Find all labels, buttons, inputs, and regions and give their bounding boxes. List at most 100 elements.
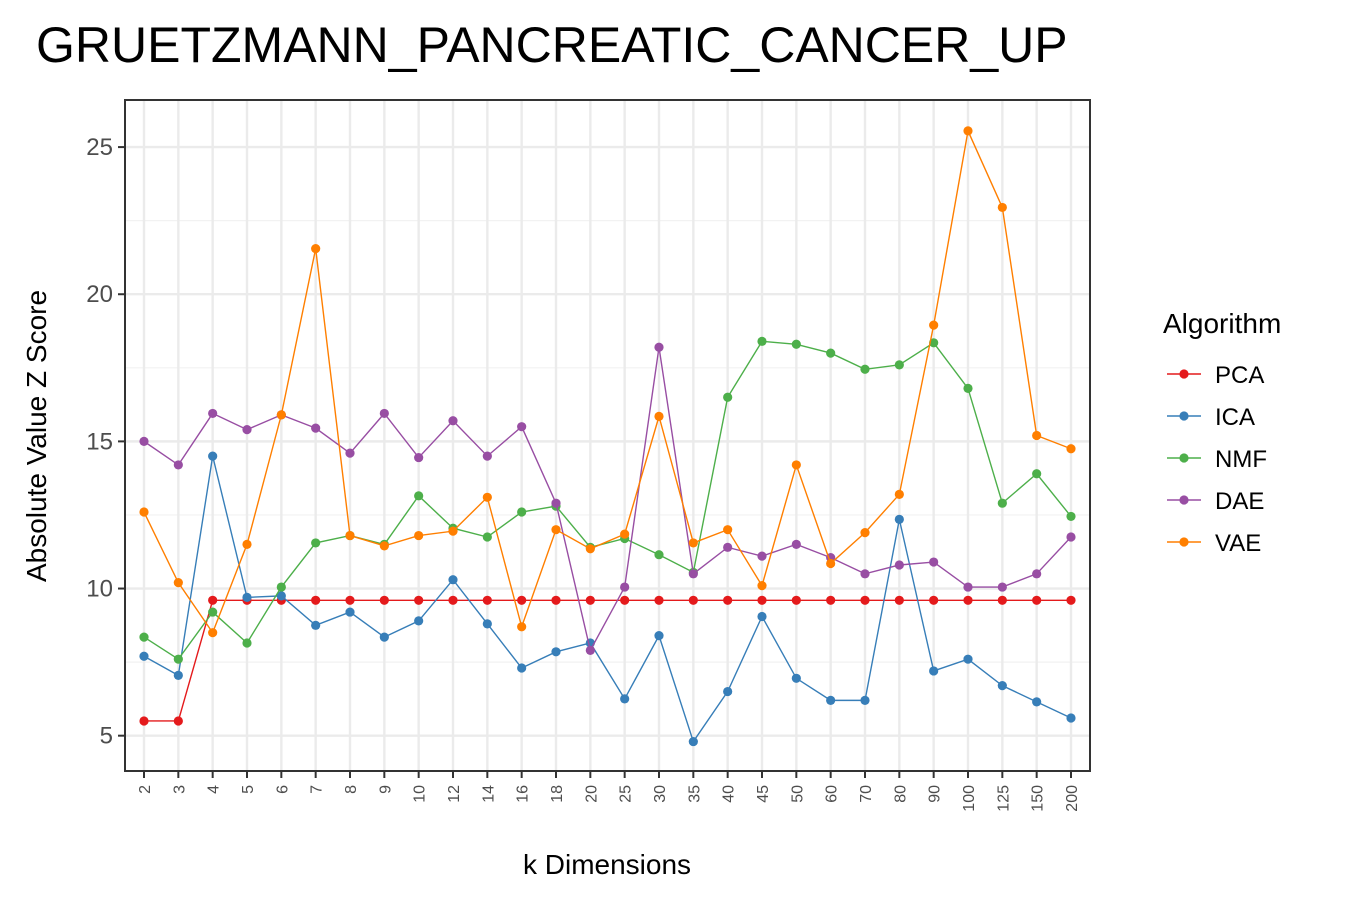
- y-axis-title: Absolute Value Z Score: [21, 290, 52, 582]
- data-point-nmf: [139, 632, 149, 642]
- data-point-nmf: [1066, 511, 1076, 522]
- y-axis: 5 10 15 20 25: [86, 134, 125, 750]
- plot-panel-border: [124, 99, 1091, 772]
- data-point-dae: [517, 422, 527, 432]
- data-point-pca: [757, 595, 767, 605]
- data-point-ica: [620, 694, 630, 704]
- data-point-dae: [929, 557, 939, 567]
- data-point-dae: [482, 451, 492, 461]
- data-point-pca: [826, 595, 836, 605]
- series-dae: [139, 342, 1076, 655]
- data-point-nmf: [311, 538, 321, 548]
- data-point-vae: [345, 530, 355, 541]
- legend-label: VAE: [1215, 530, 1261, 557]
- data-point-dae: [414, 452, 424, 463]
- data-point-nmf: [860, 364, 870, 374]
- data-point-dae: [345, 448, 355, 458]
- data-point-ica: [688, 736, 698, 747]
- data-point-pca: [963, 595, 973, 605]
- data-point-vae: [242, 539, 252, 549]
- data-point-dae: [173, 460, 183, 470]
- data-point-nmf: [723, 392, 733, 402]
- data-point-ica: [482, 619, 492, 629]
- x-tick-label: 60: [824, 785, 841, 803]
- data-point-nmf: [929, 338, 939, 348]
- data-point-pca: [791, 595, 801, 605]
- x-tick-label: 70: [858, 785, 875, 803]
- x-tick-label: 50: [789, 785, 806, 803]
- data-point-vae: [551, 525, 561, 535]
- data-point-vae: [963, 126, 973, 136]
- legend-item-pca: PCA: [1167, 362, 1264, 389]
- x-tick-label: 100: [961, 785, 978, 812]
- data-point-ica: [139, 651, 149, 661]
- data-point-nmf: [173, 654, 183, 664]
- data-point-vae: [414, 530, 424, 541]
- data-point-vae: [620, 529, 630, 539]
- data-point-ica: [757, 611, 767, 622]
- data-point-nmf: [208, 607, 218, 617]
- data-point-ica: [963, 654, 973, 664]
- data-point-pca: [1032, 595, 1042, 605]
- data-point-ica: [311, 620, 321, 630]
- x-tick-label: 40: [721, 785, 738, 803]
- x-tick-label: 9: [377, 785, 394, 794]
- data-point-vae: [860, 528, 870, 538]
- data-point-nmf: [276, 582, 286, 592]
- data-point-dae: [448, 416, 458, 426]
- data-point-dae: [757, 551, 767, 561]
- data-point-pca: [139, 716, 149, 726]
- data-point-dae: [688, 569, 698, 579]
- y-tick-label: 25: [86, 134, 113, 161]
- data-point-dae: [997, 582, 1007, 592]
- data-point-vae: [517, 622, 527, 632]
- x-tick-label: 3: [171, 785, 188, 794]
- x-axis: 2 3 4 5 6 7 8 9 10 12 14 16 18 20 25 30 35 40 45 50 60 70 80 90…: [137, 771, 1081, 812]
- x-tick-label: 35: [686, 785, 703, 803]
- data-point-pca: [620, 595, 630, 605]
- x-tick-label: 20: [583, 785, 600, 803]
- data-point-ica: [242, 592, 252, 602]
- data-point-vae: [997, 202, 1007, 213]
- data-point-nmf: [482, 532, 492, 542]
- data-point-pca: [929, 595, 939, 605]
- legend-label: NMF: [1215, 446, 1267, 473]
- data-point-pca: [448, 595, 458, 605]
- legend-title: Algorithm: [1163, 308, 1281, 339]
- data-point-dae: [139, 436, 149, 446]
- data-point-dae: [379, 408, 389, 419]
- data-point-vae: [1066, 444, 1076, 454]
- data-point-ica: [791, 673, 801, 683]
- data-point-pca: [517, 595, 527, 605]
- legend-label: DAE: [1215, 488, 1264, 515]
- data-point-nmf: [414, 491, 424, 501]
- x-axis-title: k Dimensions: [523, 849, 691, 880]
- x-tick-label: 90: [927, 785, 944, 803]
- data-point-vae: [208, 628, 218, 638]
- series-pca: [139, 595, 1076, 726]
- data-point-pca: [860, 595, 870, 605]
- data-point-nmf: [1032, 469, 1042, 479]
- x-tick-label: 5: [240, 785, 257, 794]
- data-point-dae: [860, 569, 870, 579]
- data-point-pca: [654, 595, 664, 605]
- data-point-pca: [379, 595, 389, 605]
- data-point-vae: [448, 526, 458, 536]
- data-point-dae: [963, 582, 973, 592]
- data-point-ica: [448, 575, 458, 585]
- data-point-vae: [757, 580, 767, 591]
- data-point-dae: [620, 582, 630, 592]
- legend-key-point: [1179, 537, 1189, 547]
- data-point-vae: [311, 244, 321, 254]
- data-point-nmf: [894, 360, 904, 370]
- data-point-pca: [688, 595, 698, 605]
- data-point-nmf: [242, 638, 252, 648]
- data-point-dae: [242, 425, 252, 435]
- data-point-ica: [414, 616, 424, 626]
- data-point-vae: [723, 525, 733, 535]
- series-line-ica: [143, 455, 1072, 744]
- data-point-pca: [482, 595, 492, 605]
- data-point-vae: [173, 578, 183, 588]
- data-point-vae: [585, 544, 595, 554]
- y-tick-label: 10: [86, 576, 113, 603]
